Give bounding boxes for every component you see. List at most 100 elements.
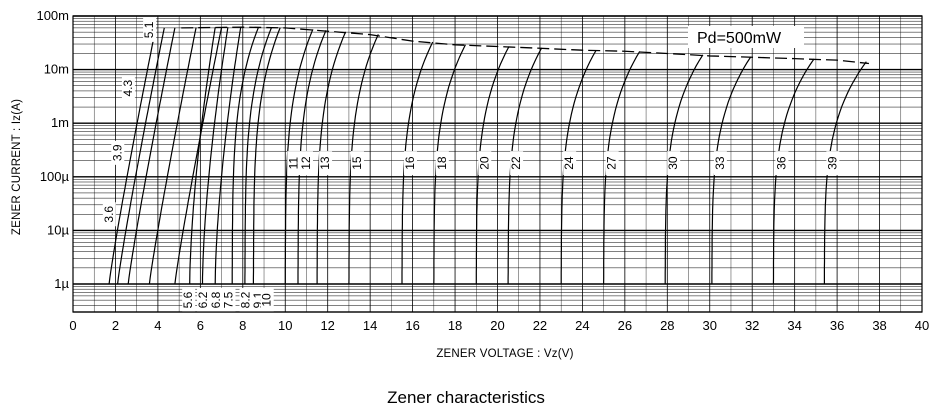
plot-frame [72, 15, 923, 313]
curve-label-6-2: 6.2 [196, 288, 211, 312]
curve-10 [252, 27, 281, 284]
x-tick-label: 2 [112, 318, 119, 333]
curve-label-bg [287, 151, 301, 176]
power-limit-line [181, 26, 870, 65]
curve-label-bg [478, 151, 492, 176]
y-axis-label: ZENER CURRENT : Iz(A) [11, 99, 23, 235]
x-tick-label: 8 [239, 318, 246, 333]
x-tick-label: 4 [154, 318, 161, 333]
curve-label-text: 22 [509, 156, 523, 170]
curve-label-33: 33 [713, 151, 727, 176]
curve-label-8-2: 8.2 [238, 288, 253, 312]
curve-6-8 [201, 27, 229, 284]
figure-caption: Zener characteristics [387, 388, 545, 407]
curve-label-text: 20 [477, 156, 491, 170]
curve-label-text: 5.6 [181, 291, 195, 308]
curve-label-text: 6.2 [196, 291, 210, 308]
curve-label-text: 39 [825, 156, 839, 170]
x-tick-label: 34 [787, 318, 801, 333]
curve-label-5-6: 5.6 [181, 288, 196, 312]
x-tick-label: 40 [915, 318, 929, 333]
x-tick-label: 10 [278, 318, 292, 333]
curve-label-bg [667, 151, 681, 176]
curve-label-bg [510, 151, 524, 176]
curve-label-text: 16 [403, 156, 417, 170]
axes [72, 15, 923, 313]
curve-label-bg [143, 17, 157, 42]
power-rating-label: Pd=500mW [697, 30, 782, 47]
x-tick-label: 38 [872, 318, 886, 333]
curve-label-bg [209, 288, 223, 312]
y-tick-label: 10m [44, 62, 69, 77]
curve-8-2 [231, 26, 260, 284]
curve-label-bg [350, 151, 364, 176]
curve-label-20: 20 [477, 151, 492, 176]
curve-label-36: 36 [774, 151, 789, 176]
curve-label-text: 15 [350, 156, 364, 170]
curve-label-text: 33 [713, 156, 727, 170]
curve-label-bg [197, 288, 211, 312]
curve-label-27: 27 [605, 151, 619, 176]
curve-label-text: 3.6 [102, 206, 116, 223]
power-rating-box: Pd=500mW [688, 26, 804, 48]
curve-label-10: 10 [260, 288, 274, 312]
curve-label-text: 36 [774, 156, 788, 170]
curve-label-13: 13 [318, 151, 333, 176]
curve-label-4-3: 4.3 [121, 76, 135, 101]
curve-3-9 [117, 27, 165, 285]
x-axis-label: ZENER VOLTAGE : Vz(V) [436, 348, 573, 360]
curve-label-text: 4.3 [121, 80, 135, 97]
curve-label-bg [319, 151, 333, 176]
curve-label-bg [111, 140, 125, 165]
curve-label-text: 7.5 [222, 291, 236, 308]
curve-3-6 [108, 27, 157, 285]
curve-label-6-8: 6.8 [209, 288, 223, 312]
curve-7-5 [214, 27, 242, 285]
curve-label-bg [403, 151, 417, 176]
curve-label-18: 18 [435, 151, 449, 176]
y-tick-label: 10µ [47, 222, 69, 237]
curve-label-bg [102, 202, 116, 227]
curve-label-12: 12 [299, 151, 313, 176]
curve-label-bg [435, 151, 449, 176]
x-tick-label: 18 [448, 318, 462, 333]
x-tick-label: 0 [69, 318, 76, 333]
curve-5-6 [174, 27, 223, 285]
y-tick-labels: 1µ 10µ 100µ 1m 10m 100m [36, 8, 69, 291]
x-tick-label: 30 [703, 318, 717, 333]
x-tick-label: 14 [363, 318, 377, 333]
curve-label-bg [239, 288, 253, 312]
curve-label-5-1: 5.1 [142, 17, 157, 42]
curve-label-text: 24 [562, 156, 576, 170]
x-tick-label: 12 [320, 318, 334, 333]
x-tick-label: 32 [745, 318, 759, 333]
curve-label-text: 5.1 [142, 21, 156, 38]
x-tick-label: 20 [490, 318, 504, 333]
y-tick-label: 1m [51, 115, 69, 130]
x-tick-labels: 0 2 4 6 8 10 12 14 16 18 20 22 24 26 28 30 32 34 36 38 40 [69, 318, 929, 333]
curve-label-24: 24 [562, 151, 577, 176]
curve-9-1 [244, 27, 273, 284]
x-tick-label: 28 [660, 318, 674, 333]
curve-label-text: 27 [605, 156, 619, 170]
curve-label-text: 8.2 [238, 291, 252, 308]
curve-label-text: 11 [286, 157, 300, 170]
curve-label-bg [826, 151, 840, 176]
x-tick-label: 36 [830, 318, 844, 333]
y-tick-label: 1µ [54, 276, 69, 291]
curve-label-text: 6.8 [209, 291, 223, 308]
curve-label-bg [222, 288, 236, 312]
x-tick-label: 6 [197, 318, 204, 333]
y-tick-label: 100m [36, 8, 69, 23]
curve-label-16: 16 [403, 151, 417, 176]
curve-label-3-6: 3.6 [102, 202, 116, 227]
curve-label-11: 11 [286, 151, 301, 176]
x-tick-label: 22 [533, 318, 547, 333]
curve-label-bg [260, 288, 274, 312]
grid [72, 15, 923, 313]
x-tick-label: 16 [405, 318, 419, 333]
curve-4-3 [127, 27, 176, 285]
curve-label-text: 10 [260, 293, 274, 307]
